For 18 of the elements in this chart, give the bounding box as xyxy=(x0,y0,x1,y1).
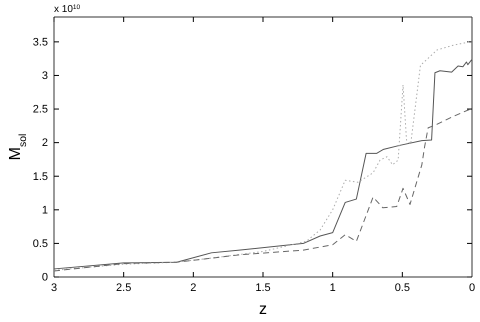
y-tick-label: 1.5 xyxy=(32,170,48,183)
x-tick-label: 1 xyxy=(330,282,336,294)
y-tick-label: 2 xyxy=(42,137,48,150)
x-tick-label: 2.5 xyxy=(116,282,132,294)
y-tick-label: 3 xyxy=(42,70,48,82)
y-tick-label: 0.5 xyxy=(32,238,48,250)
x-tick-label: 1.5 xyxy=(255,282,271,294)
x-tick-label: 0.5 xyxy=(394,282,410,294)
x-tick-label: 3 xyxy=(50,282,58,294)
x-axis-title: z xyxy=(259,301,267,318)
text: x 10$^{10}$ xyxy=(54,4,81,15)
y-tick-label: 2.5 xyxy=(32,104,48,116)
x-tick-label: 2 xyxy=(190,282,196,294)
y-tick-label: 1 xyxy=(42,204,48,216)
x-tick-label: 0 xyxy=(468,282,476,294)
y-tick-label: 3.5 xyxy=(32,36,48,48)
line-series xyxy=(54,108,472,272)
y-tick-label: 0 xyxy=(42,272,48,284)
